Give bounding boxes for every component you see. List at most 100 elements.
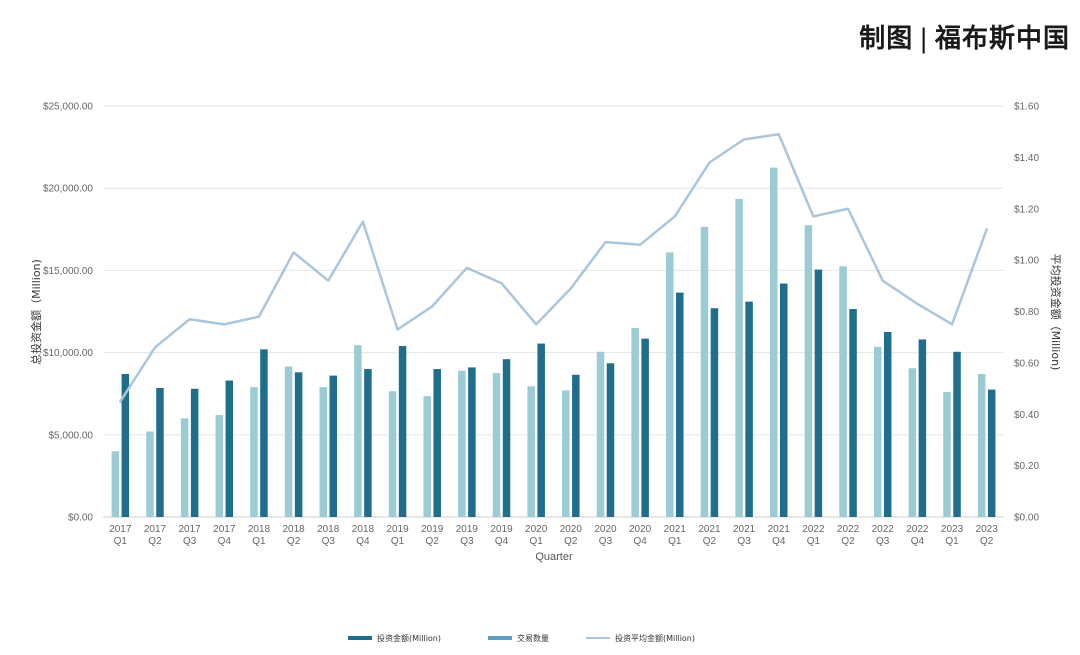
bar-investment-amount xyxy=(537,343,545,517)
x-tick-label-year: 2021 xyxy=(768,524,791,535)
y-right-tick-label: $0.80 xyxy=(1014,307,1039,318)
average-line xyxy=(119,133,988,403)
x-tick-label-year: 2023 xyxy=(941,524,964,535)
bar-investment-amount xyxy=(294,372,303,517)
x-tick-label-year: 2021 xyxy=(733,524,756,535)
x-tick-label-quarter: Q3 xyxy=(460,536,474,547)
left-axis-ticks: $0.00 $5,000.00 $10,000.00 $15,000.00 $20,00… xyxy=(43,102,93,524)
x-tick-label-quarter: Q3 xyxy=(599,536,613,547)
bar-deal-count xyxy=(839,266,847,517)
x-tick-label-quarter: Q1 xyxy=(945,536,959,547)
x-tick-label-year: 2018 xyxy=(248,524,271,535)
bar-deal-count xyxy=(180,418,189,517)
bar-investment-amount xyxy=(918,339,927,517)
bar-deal-count xyxy=(146,431,154,517)
x-tick-label-quarter: Q2 xyxy=(703,536,717,547)
bar-investment-amount xyxy=(641,338,649,517)
bar-investment-amount xyxy=(849,309,857,517)
bar-deal-count xyxy=(354,345,362,517)
x-tick-label-quarter: Q1 xyxy=(530,536,544,547)
bar-deal-count xyxy=(908,368,917,517)
bar-investment-amount xyxy=(676,292,684,517)
x-tick-label-year: 2018 xyxy=(317,524,340,535)
y-left-tick-label: $10,000.00 xyxy=(43,348,93,359)
x-tick-label-quarter: Q2 xyxy=(287,536,301,547)
bar-deal-count xyxy=(319,387,327,517)
x-tick-label-year: 2017 xyxy=(213,524,236,535)
bar-investment-amount xyxy=(883,332,892,517)
x-tick-label-quarter: Q4 xyxy=(356,536,370,547)
y-left-tick-label: $20,000.00 xyxy=(43,184,93,195)
bar-deal-count xyxy=(215,415,224,517)
x-tick-label-quarter: Q2 xyxy=(426,536,440,547)
bar-deal-count xyxy=(492,373,501,517)
x-tick-label-year: 2022 xyxy=(872,524,895,535)
x-tick-label-year: 2017 xyxy=(109,524,132,535)
x-tick-label-year: 2022 xyxy=(802,524,825,535)
x-tick-label-quarter: Q4 xyxy=(495,536,509,547)
x-tick-label-quarter: Q1 xyxy=(391,536,405,547)
y-axis-right-title: 平均投资金额（Million) xyxy=(1049,254,1063,371)
legend-swatch-bar xyxy=(488,636,512,640)
bars xyxy=(111,167,996,518)
bar-deal-count xyxy=(562,390,570,517)
bar-investment-amount xyxy=(260,349,268,517)
x-tick-label-quarter: Q2 xyxy=(980,536,994,547)
y-left-tick-label: $25,000.00 xyxy=(43,102,93,113)
credit-label: 制图 xyxy=(859,24,914,54)
x-tick-label-quarter: Q2 xyxy=(841,536,855,547)
x-tick-label-quarter: Q4 xyxy=(772,536,786,547)
y-left-tick-label: $5,000.00 xyxy=(49,430,94,441)
bar-investment-amount xyxy=(780,283,788,517)
y-right-tick-label: $0.40 xyxy=(1014,410,1039,421)
x-tick-label-year: 2021 xyxy=(698,524,721,535)
x-tick-label-quarter: Q3 xyxy=(876,536,890,547)
bar-investment-amount xyxy=(190,388,199,517)
x-tick-label-year: 2019 xyxy=(490,524,513,535)
chart-credit: 制图 | 福布斯中国 xyxy=(859,18,1070,55)
x-tick-label-quarter: Q3 xyxy=(322,536,336,547)
x-axis-ticks: 2017Q12017Q22017Q32017Q42018Q12018Q22018… xyxy=(109,524,998,547)
x-tick-label-quarter: Q4 xyxy=(218,536,232,547)
average-amount-line xyxy=(119,133,988,403)
credit-source: 福布斯中国 xyxy=(934,24,1070,54)
bar-deal-count xyxy=(977,373,986,517)
bar-investment-amount xyxy=(745,301,753,517)
y-axis-left-title: 总投资金额（Million) xyxy=(29,259,43,365)
bar-deal-count xyxy=(631,327,639,517)
y-right-tick-label: $1.00 xyxy=(1014,256,1039,267)
legend-label: 交易数量 xyxy=(517,633,549,643)
grid-lines xyxy=(103,105,1004,518)
y-right-tick-label: $0.00 xyxy=(1014,513,1039,524)
x-tick-label-quarter: Q1 xyxy=(668,536,682,547)
bar-deal-count xyxy=(770,167,778,517)
x-tick-label-quarter: Q1 xyxy=(252,536,266,547)
y-right-tick-label: $0.20 xyxy=(1014,461,1039,472)
bar-deal-count xyxy=(423,396,431,517)
x-tick-label-quarter: Q3 xyxy=(737,536,751,547)
bar-deal-count xyxy=(873,346,882,517)
bar-investment-amount xyxy=(156,387,164,517)
legend-label: 投资平均金额(Million) xyxy=(615,633,695,643)
credit-separator: | xyxy=(919,24,929,54)
bar-investment-amount xyxy=(468,367,476,517)
bar-deal-count xyxy=(388,391,397,517)
x-tick-label-year: 2019 xyxy=(386,524,409,535)
x-tick-label-year: 2019 xyxy=(421,524,444,535)
x-tick-label-year: 2021 xyxy=(664,524,687,535)
x-axis-title: Quarter xyxy=(535,551,573,563)
bar-deal-count xyxy=(735,198,743,518)
bar-investment-amount xyxy=(572,374,580,517)
bar-investment-amount xyxy=(987,389,996,517)
x-tick-label-year: 2022 xyxy=(837,524,860,535)
bar-investment-amount xyxy=(329,375,337,517)
x-tick-label-year: 2018 xyxy=(282,524,305,535)
bar-investment-amount xyxy=(814,269,823,517)
x-tick-label-year: 2020 xyxy=(560,524,583,535)
bar-deal-count xyxy=(284,366,293,517)
legend-swatch-bar xyxy=(348,636,372,640)
x-tick-label-year: 2017 xyxy=(179,524,202,535)
y-right-tick-label: $0.60 xyxy=(1014,358,1039,369)
bar-deal-count xyxy=(700,226,709,518)
